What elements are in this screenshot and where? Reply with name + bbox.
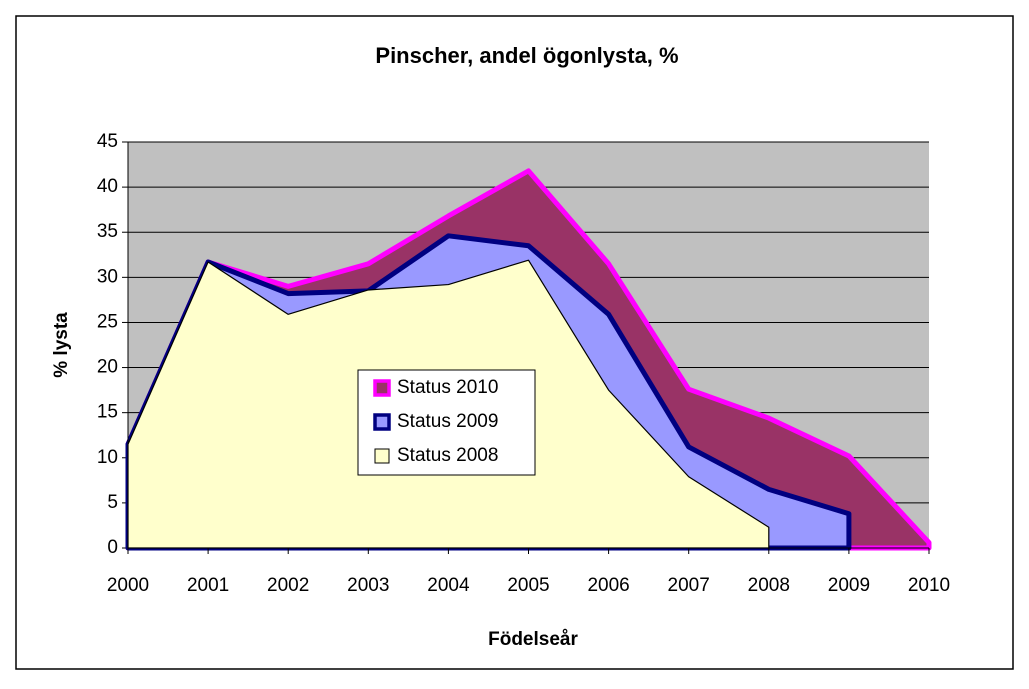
legend: Status 2010 Status 2009 Status 2008	[357, 369, 536, 476]
legend-label: Status 2009	[397, 411, 498, 432]
y-tick-label: 0	[107, 537, 118, 558]
y-tick-label: 45	[97, 131, 118, 152]
legend-label: Status 2008	[397, 445, 498, 466]
legend-label: Status 2010	[397, 377, 498, 398]
y-tick-label: 30	[97, 266, 118, 287]
y-tick-label: 10	[97, 447, 118, 468]
x-axis-label: Födelseår	[488, 629, 578, 650]
x-tick-label: 2005	[507, 575, 549, 596]
legend-swatch	[373, 413, 391, 431]
legend-swatch	[374, 448, 390, 464]
y-axis-label: % lysta	[51, 312, 72, 378]
y-tick-label: 15	[97, 402, 118, 423]
x-tick-label: 2008	[748, 575, 790, 596]
x-tick-label: 2002	[267, 575, 309, 596]
y-tick-label: 25	[97, 311, 118, 332]
y-tick-label: 5	[107, 492, 118, 513]
y-tick-label: 20	[97, 357, 118, 378]
y-tick-label: 40	[97, 176, 118, 197]
x-tick-label: 2000	[107, 575, 149, 596]
x-tick-label: 2007	[668, 575, 710, 596]
x-tick-label: 2006	[587, 575, 629, 596]
x-tick-label: 2010	[908, 575, 950, 596]
x-tick-label: 2001	[187, 575, 229, 596]
chart-title: Pinscher, andel ögonlysta, %	[375, 43, 678, 68]
y-tick-label: 35	[97, 221, 118, 242]
x-tick-label: 2004	[427, 575, 470, 596]
legend-swatch	[373, 379, 391, 397]
x-tick-label: 2003	[347, 575, 389, 596]
x-tick-label: 2009	[828, 575, 870, 596]
